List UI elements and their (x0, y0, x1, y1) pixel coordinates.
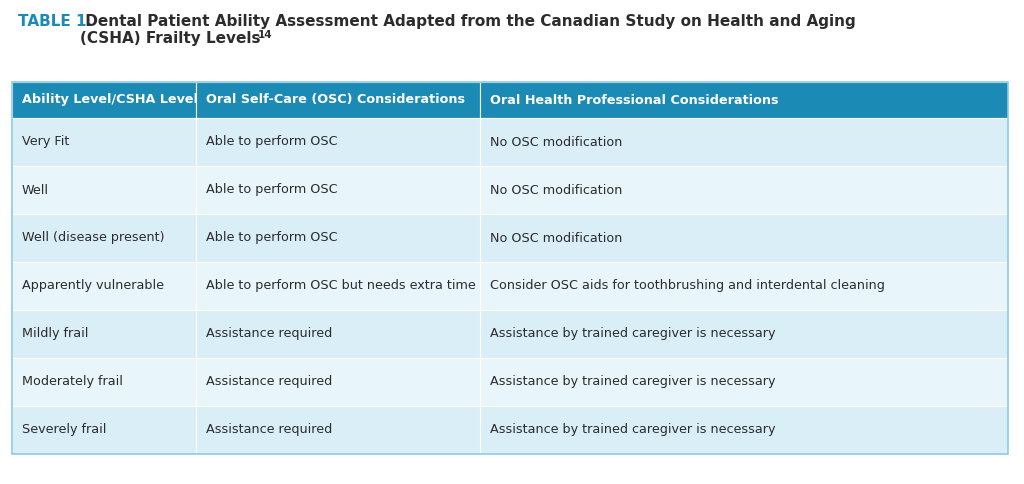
Text: Very Fit: Very Fit (22, 136, 70, 149)
Bar (197, 118, 480, 166)
Bar (480, 166, 1008, 214)
Bar (197, 310, 480, 358)
Bar (197, 406, 480, 454)
Bar (480, 406, 1008, 454)
Bar (12, 214, 197, 262)
Bar (480, 358, 1008, 406)
Text: Ability Level/CSHA Level: Ability Level/CSHA Level (22, 93, 198, 106)
Text: Assistance by trained caregiver is necessary: Assistance by trained caregiver is neces… (490, 328, 775, 341)
Text: Able to perform OSC: Able to perform OSC (206, 183, 338, 197)
Bar (12, 118, 197, 166)
Text: No OSC modification: No OSC modification (490, 231, 623, 244)
Bar (12, 406, 197, 454)
Text: Assistance required: Assistance required (206, 328, 333, 341)
Bar (12, 82, 197, 118)
Bar (197, 214, 480, 262)
Bar (480, 82, 1008, 118)
Text: Able to perform OSC: Able to perform OSC (206, 231, 338, 244)
Text: Severely frail: Severely frail (22, 424, 106, 437)
Text: Oral Self-Care (OSC) Considerations: Oral Self-Care (OSC) Considerations (206, 93, 465, 106)
Text: Dental Patient Ability Assessment Adapted from the Canadian Study on Health and : Dental Patient Ability Assessment Adapte… (80, 14, 856, 46)
Bar (12, 166, 197, 214)
Text: Moderately frail: Moderately frail (22, 376, 123, 389)
Text: Consider OSC aids for toothbrushing and interdental cleaning: Consider OSC aids for toothbrushing and … (490, 279, 885, 292)
Text: Assistance required: Assistance required (206, 376, 333, 389)
Bar (12, 82, 1008, 454)
Bar (197, 262, 480, 310)
Text: Able to perform OSC but needs extra time: Able to perform OSC but needs extra time (206, 279, 476, 292)
Bar (12, 262, 197, 310)
Text: Well: Well (22, 183, 49, 197)
Bar (480, 118, 1008, 166)
Bar (197, 82, 480, 118)
Text: TABLE 1.: TABLE 1. (18, 14, 92, 29)
Bar (480, 214, 1008, 262)
Bar (12, 310, 197, 358)
Text: Well (disease present): Well (disease present) (22, 231, 165, 244)
Text: Oral Health Professional Considerations: Oral Health Professional Considerations (490, 93, 778, 106)
Bar (197, 166, 480, 214)
Bar (480, 262, 1008, 310)
Text: No OSC modification: No OSC modification (490, 136, 623, 149)
Text: Assistance required: Assistance required (206, 424, 333, 437)
Text: Mildly frail: Mildly frail (22, 328, 88, 341)
Text: Able to perform OSC: Able to perform OSC (206, 136, 338, 149)
Bar (480, 310, 1008, 358)
Text: No OSC modification: No OSC modification (490, 183, 623, 197)
Text: Apparently vulnerable: Apparently vulnerable (22, 279, 164, 292)
Bar (12, 358, 197, 406)
Text: 14: 14 (258, 30, 272, 40)
Text: Assistance by trained caregiver is necessary: Assistance by trained caregiver is neces… (490, 376, 775, 389)
Bar (197, 358, 480, 406)
Text: Assistance by trained caregiver is necessary: Assistance by trained caregiver is neces… (490, 424, 775, 437)
